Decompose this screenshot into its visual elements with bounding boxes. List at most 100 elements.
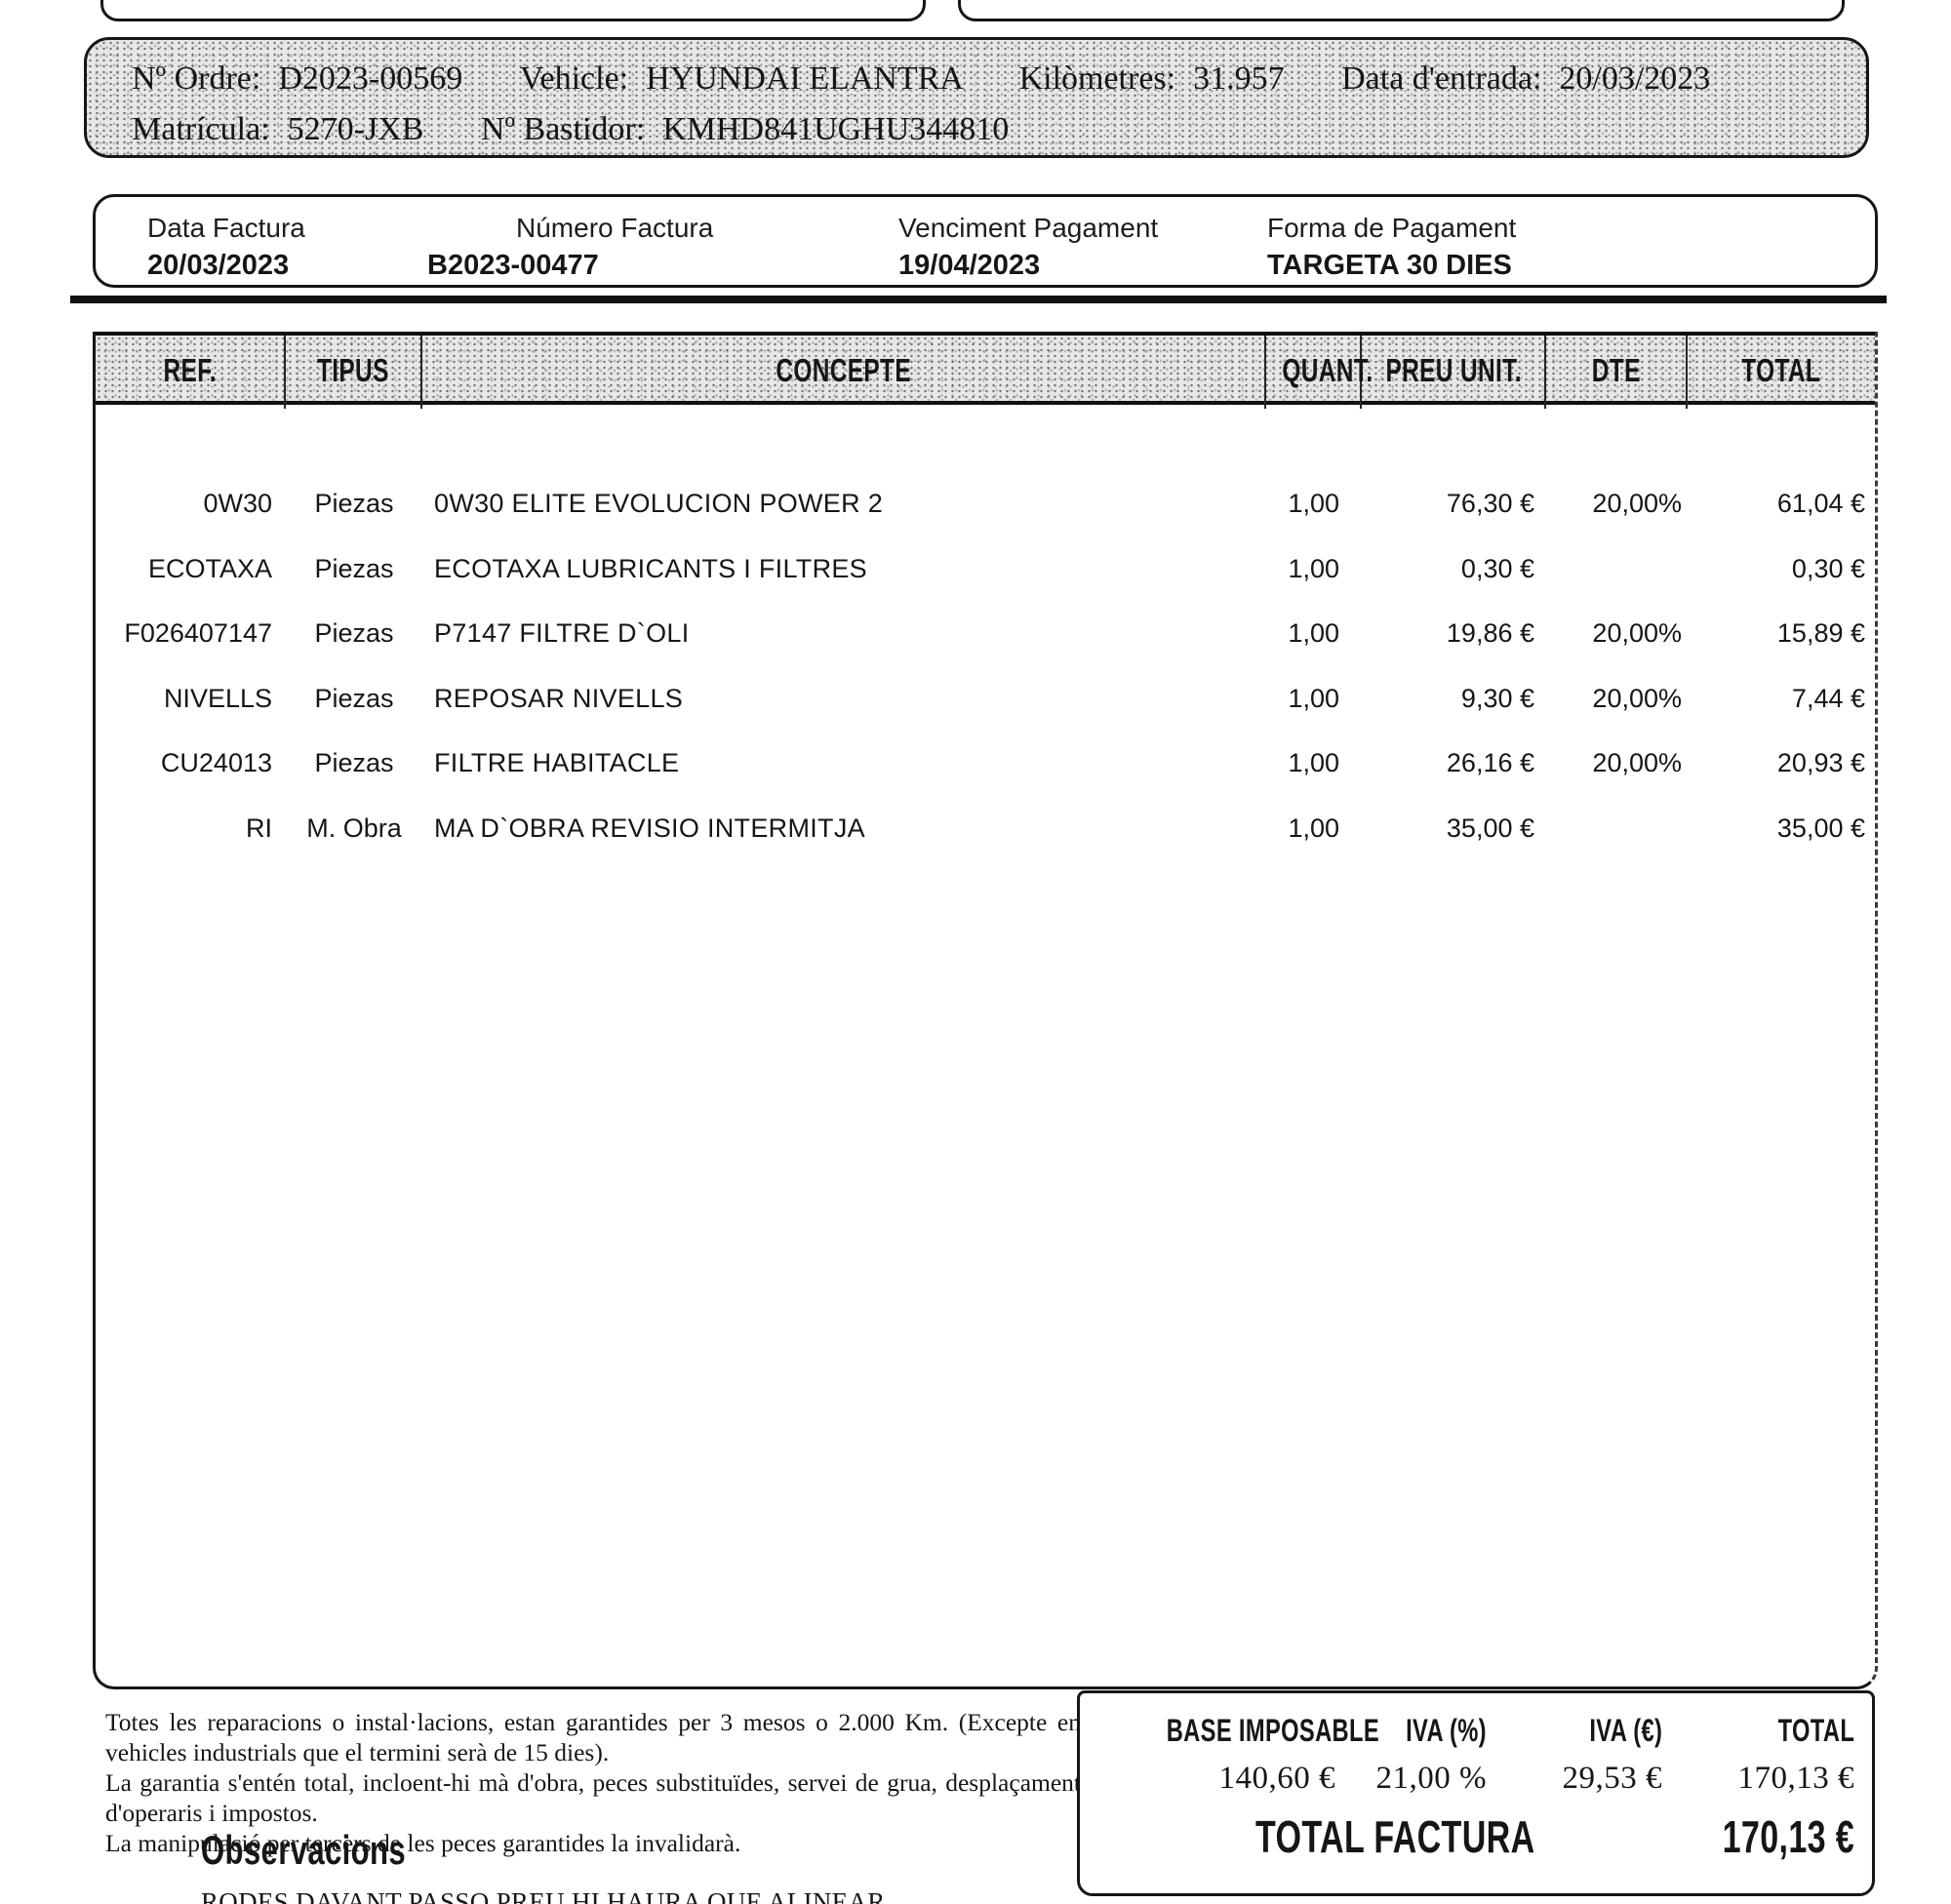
column-header-tipus: TIPUS bbox=[286, 336, 422, 409]
observations-section: Observacions RODES DAVANT PASSO PREU HI … bbox=[201, 1828, 886, 1904]
observations-line: RODES DAVANT PASSO PREU HI HAURA QUE ALI… bbox=[201, 1887, 886, 1904]
cell-concepte: 0W30 ELITE EVOLUCION POWER 2 bbox=[434, 489, 884, 518]
order-field-value: 20/03/2023 bbox=[1559, 60, 1711, 97]
line-items-header: REF. TIPUS CONCEPTE QUANT. PREU UNIT. DT… bbox=[96, 332, 1875, 409]
column-header-dte: DTE bbox=[1546, 336, 1688, 409]
line-items-body: 0W30 Piezas 0W30 ELITE EVOLUCION POWER 2… bbox=[96, 405, 1875, 878]
cell-quant: 1,00 bbox=[1288, 813, 1339, 843]
invoice-field-value: B2023-00477 bbox=[427, 250, 599, 281]
cell-tipus: Piezas bbox=[314, 489, 394, 518]
column-header-label: TIPUS bbox=[317, 352, 389, 388]
total-factura-value: 170,13 € bbox=[1676, 1810, 1854, 1863]
cell-total: 20,93 € bbox=[1776, 748, 1865, 777]
cell-preu-unit: 19,86 € bbox=[1446, 618, 1534, 648]
cell-ref: ECOTAXA bbox=[147, 553, 272, 583]
order-field-value: 31.957 bbox=[1193, 60, 1285, 97]
cell-dte: 20,00% bbox=[1592, 618, 1682, 648]
cell-dte: 20,00% bbox=[1592, 683, 1682, 713]
table-row: CU24013 Piezas FILTRE HABITACLE 1,00 26,… bbox=[96, 748, 1875, 813]
totals-header-iva-eur: IVA (€) bbox=[1487, 1713, 1662, 1749]
totals-value-total: 170,13 € bbox=[1737, 1761, 1854, 1796]
cell-dte: 20,00% bbox=[1592, 748, 1682, 777]
totals-header-label: TOTAL bbox=[1777, 1713, 1854, 1748]
warranty-paragraph: La manipulació per tercers de les peces … bbox=[105, 1829, 741, 1857]
warranty-paragraph: La garantia s'entén total, incloent-hi m… bbox=[105, 1768, 1081, 1827]
cell-tipus: Piezas bbox=[314, 683, 394, 713]
order-field-bastidor: Nº Bastidor: KMHD841UGHU344810 bbox=[481, 111, 1009, 147]
column-header-total: TOTAL bbox=[1688, 336, 1875, 409]
totals-header-label: IVA (%) bbox=[1406, 1713, 1487, 1748]
cell-concepte: P7147 FILTRE D`OLI bbox=[434, 618, 690, 648]
totals-header-iva-pct: IVA (%) bbox=[1335, 1713, 1487, 1749]
cell-concepte: REPOSAR NIVELLS bbox=[434, 683, 684, 713]
totals-header-total: TOTAL bbox=[1662, 1713, 1854, 1749]
cell-total: 0,30 € bbox=[1791, 553, 1865, 583]
cell-preu-unit: 0,30 € bbox=[1460, 553, 1534, 583]
order-field-label: Vehicle: bbox=[519, 60, 629, 97]
totals-value-base: 140,60 € bbox=[1218, 1761, 1335, 1796]
observations-title: Observacions bbox=[201, 1828, 886, 1873]
line-items-table: REF. TIPUS CONCEPTE QUANT. PREU UNIT. DT… bbox=[93, 332, 1878, 1904]
table-row: 0W30 Piezas 0W30 ELITE EVOLUCION POWER 2… bbox=[96, 489, 1875, 554]
order-field-matricula: Matrícula: 5270-JXB bbox=[132, 111, 432, 147]
column-header-quant: QUANT. bbox=[1266, 336, 1373, 409]
order-header-line2: Matrícula: 5270-JXB Nº Bastidor: KMHD841UG… bbox=[132, 104, 1866, 155]
table-row: ECOTAXA Piezas ECOTAXA LUBRICANTS I FILT… bbox=[96, 554, 1875, 619]
order-field-label: Nº Ordre: bbox=[132, 60, 261, 97]
totals-value-iva-eur: 29,53 € bbox=[1562, 1761, 1662, 1796]
cell-concepte: MA D`OBRA REVISIO INTERMITJA bbox=[434, 813, 865, 843]
total-factura-row: TOTAL FACTURA 170,13 € bbox=[1092, 1810, 1854, 1863]
totals-value-iva-pct: 21,00 % bbox=[1375, 1761, 1487, 1796]
order-field-label: Kilòmetres: bbox=[1018, 60, 1176, 97]
column-header-label: CONCEPTE bbox=[776, 352, 911, 388]
cell-preu-unit: 76,30 € bbox=[1446, 489, 1534, 518]
top-cropped-box-left bbox=[100, 0, 926, 21]
cell-tipus: Piezas bbox=[314, 748, 394, 777]
column-header-ref: REF. bbox=[96, 336, 286, 409]
order-field-ordre: Nº Ordre: D2023-00569 bbox=[132, 60, 471, 97]
cell-total: 15,89 € bbox=[1776, 618, 1865, 648]
column-header-label: QUANT. bbox=[1282, 352, 1374, 388]
cell-ref: RI bbox=[246, 813, 272, 843]
cell-total: 7,44 € bbox=[1791, 683, 1865, 713]
cell-dte: 20,00% bbox=[1592, 489, 1682, 518]
cell-concepte: ECOTAXA LUBRICANTS I FILTRES bbox=[434, 553, 867, 583]
totals-box: BASE IMPOSABLE IVA (%) IVA (€) TOTAL 140… bbox=[1077, 1690, 1875, 1896]
order-field-value: 5270-JXB bbox=[287, 111, 424, 147]
cell-preu-unit: 26,16 € bbox=[1446, 748, 1534, 777]
total-factura-amount: 170,13 € bbox=[1722, 1811, 1854, 1862]
column-header-preu-unit: PREU UNIT. bbox=[1362, 336, 1546, 409]
cell-ref: 0W30 bbox=[203, 489, 272, 518]
order-field-label: Nº Bastidor: bbox=[480, 111, 646, 147]
order-header-box: Nº Ordre: D2023-00569 Vehicle: HYUNDAI ELA… bbox=[84, 37, 1869, 158]
table-row: F026407147 Piezas P7147 FILTRE D`OLI 1,0… bbox=[96, 618, 1875, 684]
warranty-paragraph: Totes les reparacions o instal·lacions, … bbox=[105, 1708, 1081, 1766]
invoice-field-label: Venciment Pagament bbox=[898, 213, 1159, 243]
table-row: RI M. Obra MA D`OBRA REVISIO INTERMITJA … bbox=[96, 813, 1875, 879]
cell-quant: 1,00 bbox=[1288, 748, 1339, 777]
cell-concepte: FILTRE HABITACLE bbox=[434, 748, 680, 777]
cell-preu-unit: 35,00 € bbox=[1446, 813, 1534, 843]
totals-headers: BASE IMPOSABLE IVA (%) IVA (€) TOTAL bbox=[1092, 1713, 1854, 1749]
top-cropped-box-right bbox=[958, 0, 1845, 21]
cell-ref: NIVELLS bbox=[163, 683, 272, 713]
cell-total: 35,00 € bbox=[1776, 813, 1865, 843]
order-header-line1: Nº Ordre: D2023-00569 Vehicle: HYUNDAI ELA… bbox=[132, 54, 1866, 104]
total-factura-label: TOTAL FACTURA bbox=[1255, 1810, 1633, 1863]
column-header-concepte: CONCEPTE bbox=[422, 336, 1266, 409]
cell-ref: F026407147 bbox=[124, 618, 272, 648]
invoice-info-box: Data Factura 20/03/2023 Número Factura B… bbox=[93, 194, 1878, 288]
cell-preu-unit: 9,30 € bbox=[1460, 683, 1534, 713]
cell-tipus: Piezas bbox=[314, 618, 394, 648]
column-header-label: DTE bbox=[1591, 352, 1641, 388]
column-header-label: PREU UNIT. bbox=[1385, 352, 1522, 388]
order-field-value: KMHD841UGHU344810 bbox=[662, 111, 1010, 147]
order-field-value: HYUNDAI ELANTRA bbox=[646, 60, 963, 97]
invoice-field-label: Data Factura bbox=[147, 213, 305, 243]
totals-header-label: IVA (€) bbox=[1589, 1713, 1662, 1748]
invoice-field-value: 20/03/2023 bbox=[147, 250, 290, 281]
invoice-field-value: TARGETA 30 DIES bbox=[1267, 250, 1512, 281]
cell-ref: CU24013 bbox=[160, 748, 272, 777]
cell-total: 61,04 € bbox=[1776, 489, 1865, 518]
